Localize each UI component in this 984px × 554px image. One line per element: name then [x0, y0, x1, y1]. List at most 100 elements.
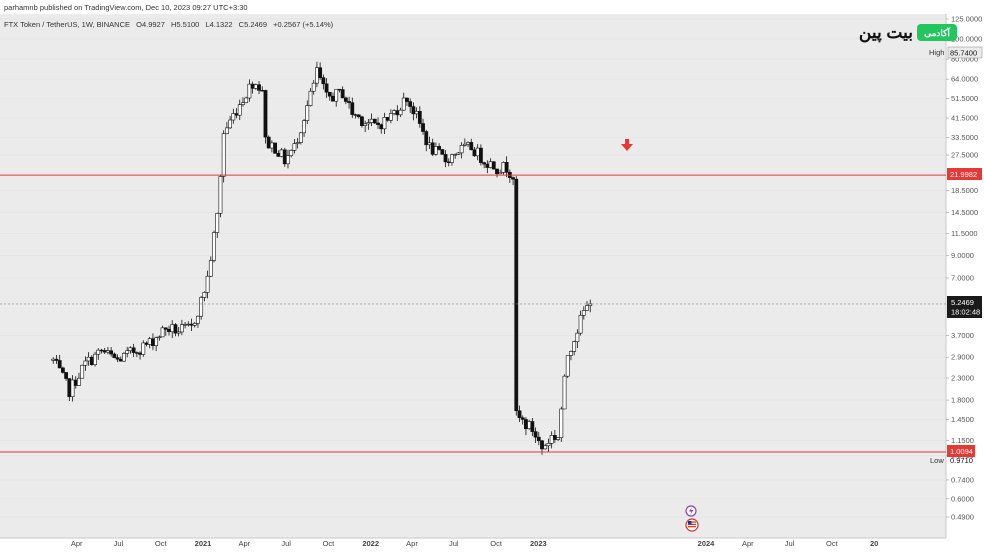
event-icons[interactable]	[685, 505, 699, 532]
candle-down	[112, 353, 117, 358]
candle-up	[93, 353, 97, 366]
candle-up	[369, 118, 374, 123]
ohlc-open: O4.9927	[136, 20, 165, 29]
candle-down	[318, 67, 323, 78]
symbol-info: FTX Token / TetherUS, 1W, BINANCE O4.992…	[4, 20, 334, 29]
brand-name: بیت پین	[859, 23, 913, 43]
grid-layer	[0, 18, 946, 518]
candle-down	[151, 338, 155, 347]
lightning-glyph	[689, 507, 694, 515]
candle-down	[520, 417, 525, 420]
candle-down	[536, 436, 541, 442]
candle-up	[569, 351, 573, 356]
candle-up	[106, 350, 110, 353]
candle-up	[295, 142, 300, 144]
price-label-1: 100.0000	[951, 35, 982, 44]
candle-down	[138, 352, 142, 355]
candle-up	[501, 162, 506, 173]
candle-up	[315, 67, 319, 84]
candle-up	[86, 356, 91, 362]
candle-up	[51, 358, 56, 361]
candle-up	[575, 332, 580, 342]
candle-up	[253, 84, 258, 89]
candle-down	[552, 435, 557, 440]
candle-up	[498, 172, 503, 175]
price-label-13: 3.7000	[951, 331, 974, 340]
candle-up	[208, 260, 213, 277]
candle-up	[186, 323, 191, 326]
candle-up	[218, 176, 223, 214]
candle-up	[488, 161, 493, 168]
candle-up	[565, 355, 570, 377]
candle-up	[298, 132, 303, 143]
price-label-18: 1.1500	[951, 436, 974, 445]
candle-down	[472, 149, 477, 157]
candle-down	[514, 178, 519, 412]
price-axis: 125.0000 100.0000 80.0000 64.0000 51.5000 41.…	[946, 15, 982, 522]
candle-down	[327, 91, 332, 97]
candle-down	[411, 106, 416, 115]
candle-up	[292, 143, 297, 151]
candle-up	[549, 435, 554, 444]
candle-up	[433, 146, 438, 155]
candle-down	[67, 378, 72, 398]
time-axis-background	[0, 538, 984, 554]
price-label-17: 1.4500	[951, 415, 974, 424]
candle-up	[585, 305, 589, 311]
candle-up	[289, 150, 294, 156]
candle-down	[282, 149, 287, 165]
candle-up	[247, 83, 252, 99]
candle-up	[215, 213, 220, 233]
candle-down	[260, 90, 265, 92]
time-label-12: 2024	[698, 539, 716, 548]
candle-down	[276, 153, 281, 157]
candle-down	[331, 95, 335, 102]
candle-down	[379, 124, 384, 130]
candle-down	[540, 440, 544, 450]
price-label-11: 9.0000	[951, 251, 974, 260]
ohlc-close: C5.2469	[239, 20, 267, 29]
candle-up	[96, 349, 101, 355]
candle-up	[147, 338, 152, 345]
last-price: 5.2469	[951, 298, 974, 307]
candle-down	[491, 161, 496, 170]
candle-up	[572, 341, 577, 352]
candle-up	[154, 337, 159, 347]
high-value-box	[947, 46, 983, 59]
candle-down	[440, 149, 445, 155]
candle-up	[450, 154, 454, 163]
candle-down	[376, 122, 380, 125]
candle-down	[173, 324, 178, 334]
candle-down	[189, 323, 194, 326]
candle-up	[199, 297, 204, 317]
candle-down	[324, 83, 329, 93]
candle-up	[459, 145, 464, 154]
resistance-label-box	[947, 168, 982, 180]
candle-up	[302, 120, 306, 134]
candle-down	[350, 102, 355, 115]
time-label-15: Oct	[826, 539, 839, 548]
ohlc-change: +0.2567 (+5.14%)	[273, 20, 334, 29]
candle-down	[102, 350, 107, 353]
candle-up	[366, 122, 371, 125]
candle-up	[183, 324, 187, 326]
candle-down	[469, 142, 474, 151]
price-label-14: 2.9000	[951, 353, 974, 362]
candle-up	[286, 155, 290, 165]
time-axis: Apr Jul Oct 2021 Apr Jul Oct 2022 Apr Jul Oct 2023 2…	[71, 539, 878, 548]
price-label-16: 1.8000	[951, 396, 974, 405]
price-label-6: 33.5000	[951, 133, 978, 142]
time-label-4: Apr	[239, 539, 251, 548]
time-label-0: Apr	[71, 539, 83, 548]
candle-down	[405, 97, 409, 102]
candle-up	[205, 275, 210, 293]
candle-up	[414, 111, 419, 115]
candle-up	[192, 323, 197, 326]
candle-down	[54, 358, 59, 361]
candle-up	[270, 142, 274, 149]
candle-down	[340, 89, 345, 99]
candle-up	[305, 105, 310, 121]
candle-down	[131, 347, 136, 353]
